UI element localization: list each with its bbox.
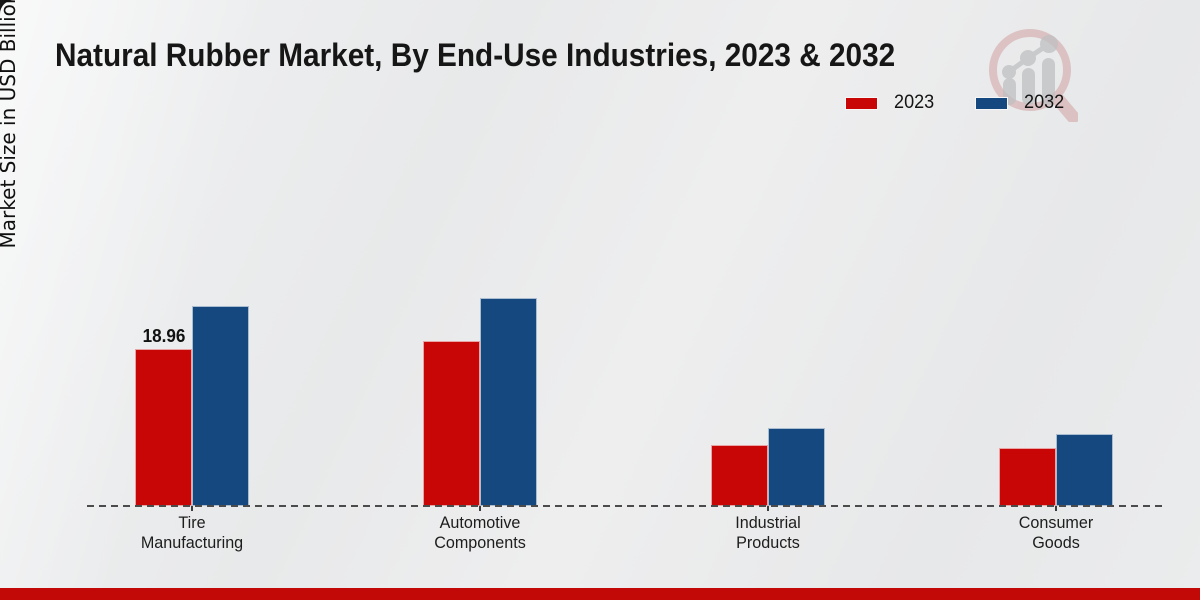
footer-accent-bar <box>0 588 1200 600</box>
bar-2032-tire-manufacturing <box>192 306 249 506</box>
category-label-industrial-products: Industrial Products <box>735 513 801 552</box>
bar-2032-consumer-goods <box>1056 434 1113 506</box>
bar-2023-industrial-products <box>711 445 768 506</box>
legend-item-2032: 2032 <box>975 92 1065 114</box>
legend-item-2023: 2023 <box>845 92 935 114</box>
x-tick-automotive-components <box>479 506 481 511</box>
legend-label-2023: 2023 <box>894 92 935 113</box>
x-tick-consumer-goods <box>1055 506 1057 511</box>
bar-2023-automotive-components <box>423 341 480 506</box>
legend-swatch-2032 <box>975 96 1009 110</box>
legend-swatch-2023 <box>845 96 878 110</box>
page-title: Natural Rubber Market, By End-Use Indust… <box>55 37 896 73</box>
x-tick-tire-manufacturing <box>191 506 193 511</box>
category-label-consumer-goods: Consumer Goods <box>1018 513 1094 552</box>
corner-artifact <box>0 0 14 14</box>
x-axis-baseline <box>87 505 1163 507</box>
data-label-2023-tire-manufacturing: 18.96 <box>142 326 185 346</box>
bar-2032-industrial-products <box>768 428 825 506</box>
category-label-automotive-components: Automotive Components <box>434 513 526 552</box>
x-tick-industrial-products <box>767 506 769 511</box>
bar-2023-tire-manufacturing <box>135 349 192 506</box>
legend: 2023 2032 <box>845 92 1066 114</box>
legend-label-2032: 2032 <box>1024 92 1065 113</box>
bar-2023-consumer-goods <box>999 448 1056 506</box>
category-label-tire-manufacturing: Tire Manufacturing <box>140 513 244 552</box>
magnifier-bar-chart-logo-icon <box>989 29 1078 122</box>
bar-2032-automotive-components <box>480 298 537 506</box>
